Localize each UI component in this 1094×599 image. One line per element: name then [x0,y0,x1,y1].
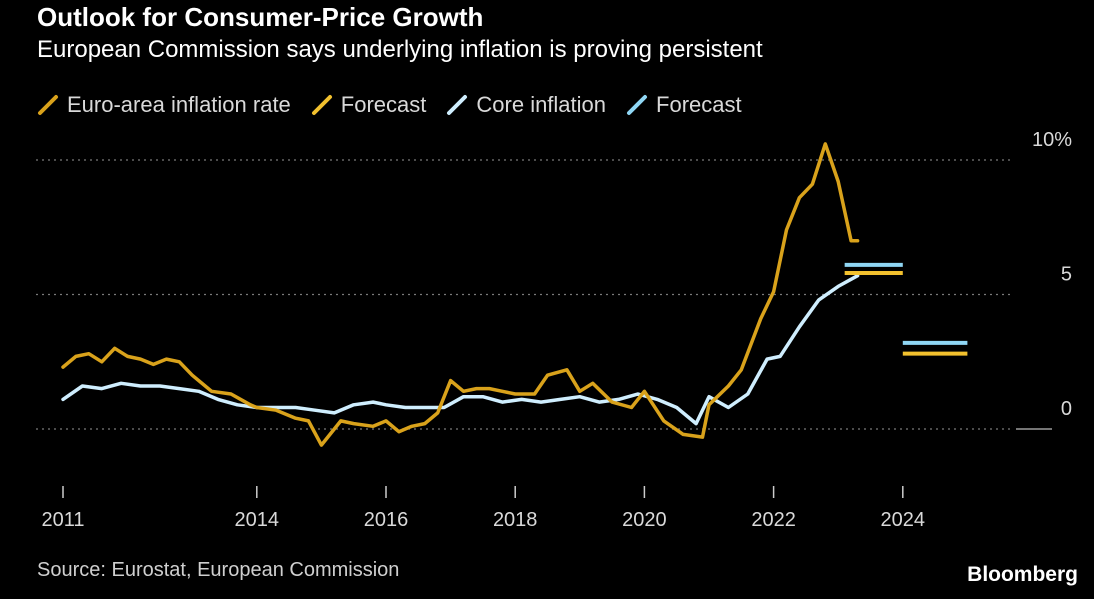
bloomberg-logo: Bloomberg [967,563,1078,586]
series-line-2 [61,273,860,426]
source-note: Source: Eurostat, European Commission [37,559,400,581]
legend-swatch-inflation [38,95,58,115]
x-tick-label-2024: 2024 [881,509,926,531]
legend-swatch-core-forecast [627,95,648,115]
legend: Euro-area inflation rate Forecast Core i… [37,92,742,118]
y-tick-label-10: 10% [1032,129,1072,151]
legend-swatch-core [447,95,468,115]
series-line-0 [61,142,860,447]
legend-item-inflation-forecast: Forecast [311,92,427,118]
legend-label-core-forecast: Forecast [656,92,742,117]
legend-label-core: Core inflation [476,92,607,117]
chart-title: Outlook for Consumer-Price Growth [37,2,484,32]
x-tick-label-2018: 2018 [493,509,538,531]
x-tick-label-2011: 2011 [41,509,84,531]
legend-label-inflation: Euro-area inflation rate [67,92,291,117]
legend-item-core-forecast: Forecast [626,92,742,118]
y-tick-label-5: 5 [1061,264,1072,286]
legend-item-inflation: Euro-area inflation rate [37,92,291,118]
x-tick-label-2022: 2022 [751,509,796,531]
legend-item-core: Core inflation [446,92,606,118]
legend-swatch-inflation-forecast [311,95,332,115]
x-tick-label-2014: 2014 [235,509,280,531]
chart-subtitle: European Commission says underlying infl… [37,36,763,63]
legend-label-inflation-forecast: Forecast [340,92,427,117]
x-tick-label-2016: 2016 [364,509,409,531]
x-tick-label-2020: 2020 [622,509,667,531]
y-tick-label-0: 0 [1061,398,1072,420]
